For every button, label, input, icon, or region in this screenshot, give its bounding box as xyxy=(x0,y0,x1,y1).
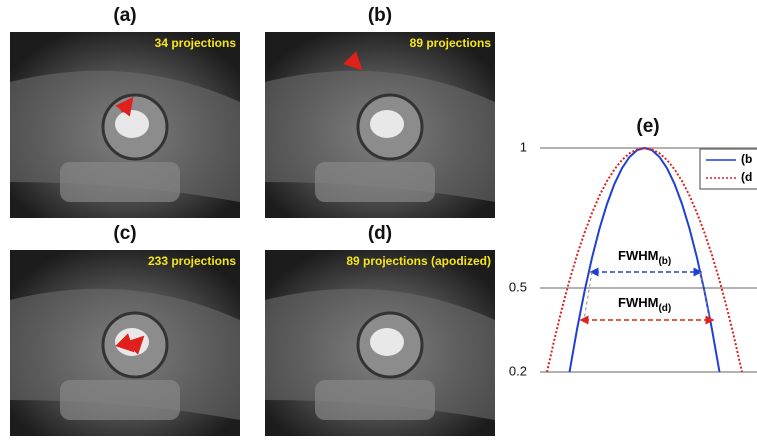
panel-label: (a) xyxy=(113,5,136,26)
panel-caption: 34 projections xyxy=(155,36,237,50)
lower-region xyxy=(60,162,180,202)
lower-region xyxy=(60,380,180,420)
panel-label: (c) xyxy=(113,223,136,244)
red-arrow xyxy=(125,335,145,355)
legend-label: (d xyxy=(741,170,752,184)
heart-cavity xyxy=(115,110,149,138)
panel-caption: 89 projections xyxy=(410,36,492,50)
annotation-sub: (d) xyxy=(658,303,671,314)
annotation-text: FWHM xyxy=(618,295,658,310)
panel-label: (b) xyxy=(368,5,392,26)
panel-label: (d) xyxy=(368,223,392,244)
lower-region xyxy=(315,162,435,202)
legend-label: (b xyxy=(741,152,752,166)
panel-caption: 89 projections (apodized) xyxy=(346,254,491,268)
legend-box xyxy=(699,148,757,190)
guide-line xyxy=(699,271,711,321)
series-line xyxy=(546,146,743,373)
heart-cavity xyxy=(370,328,404,356)
mri-image xyxy=(10,32,240,218)
red-arrow xyxy=(343,51,363,71)
annotation-sub: (b) xyxy=(658,256,671,267)
chart-title: (e) xyxy=(636,116,659,137)
lower-region xyxy=(315,380,435,420)
heart-cavity xyxy=(115,328,149,356)
mri-image xyxy=(265,250,495,436)
mri-image xyxy=(265,32,495,218)
y-tick-label: 0.5 xyxy=(509,279,527,294)
annotation: FWHM(d) xyxy=(618,295,671,313)
panel-caption: 233 projections xyxy=(148,254,236,268)
y-tick-label: 0.2 xyxy=(509,363,527,378)
heart-cavity xyxy=(370,110,404,138)
guide-line xyxy=(583,271,593,321)
red-arrow xyxy=(115,96,134,117)
annotation-text: FWHM xyxy=(618,248,658,263)
annotation: FWHM(b) xyxy=(618,248,671,266)
y-tick-label: 1 xyxy=(520,139,527,154)
